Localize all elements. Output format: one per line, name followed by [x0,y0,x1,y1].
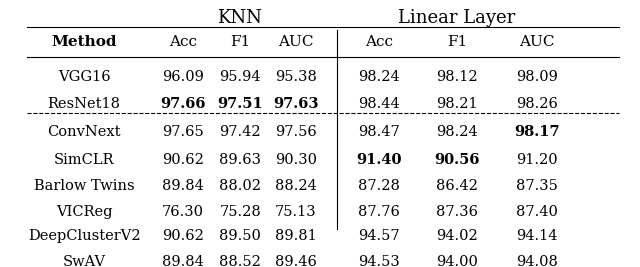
Text: VGG16: VGG16 [58,70,111,84]
Text: 98.26: 98.26 [516,97,557,112]
Text: 89.81: 89.81 [275,229,317,243]
Text: 95.38: 95.38 [275,70,317,84]
Text: 97.65: 97.65 [162,125,204,139]
Text: 89.63: 89.63 [220,153,261,167]
Text: 94.14: 94.14 [516,229,557,243]
Text: F1: F1 [447,35,467,49]
Text: 96.09: 96.09 [162,70,204,84]
Text: 90.62: 90.62 [162,229,204,243]
Text: 90.56: 90.56 [435,153,480,167]
Text: F1: F1 [230,35,250,49]
Text: 94.53: 94.53 [358,254,399,267]
Text: 98.09: 98.09 [516,70,557,84]
Text: 89.84: 89.84 [162,254,204,267]
Text: VICReg: VICReg [56,205,113,219]
Text: 88.24: 88.24 [275,179,317,193]
Text: 98.24: 98.24 [436,125,478,139]
Text: 97.63: 97.63 [273,97,319,112]
Text: 97.51: 97.51 [218,97,263,112]
Text: 95.94: 95.94 [220,70,261,84]
Text: AUC: AUC [519,35,554,49]
Text: DeepClusterV2: DeepClusterV2 [28,229,141,243]
Text: Acc: Acc [169,35,197,49]
Text: 86.42: 86.42 [436,179,478,193]
Text: SwAV: SwAV [63,254,106,267]
Text: SimCLR: SimCLR [54,153,115,167]
Text: 75.28: 75.28 [220,205,261,219]
Text: KNN: KNN [216,9,262,27]
Text: 98.12: 98.12 [436,70,478,84]
Text: 89.46: 89.46 [275,254,317,267]
Text: 94.57: 94.57 [358,229,399,243]
Text: Barlow Twins: Barlow Twins [34,179,134,193]
Text: 91.20: 91.20 [516,153,557,167]
Text: 89.50: 89.50 [220,229,261,243]
Text: 94.08: 94.08 [516,254,557,267]
Text: AUC: AUC [278,35,314,49]
Text: 87.76: 87.76 [358,205,399,219]
Text: 87.36: 87.36 [436,205,478,219]
Text: ConvNext: ConvNext [47,125,121,139]
Text: Method: Method [51,35,117,49]
Text: Linear Layer: Linear Layer [398,9,516,27]
Text: 98.21: 98.21 [436,97,478,112]
Text: 98.24: 98.24 [358,70,399,84]
Text: 75.13: 75.13 [275,205,317,219]
Text: 98.47: 98.47 [358,125,399,139]
Text: 98.17: 98.17 [514,125,559,139]
Text: 90.62: 90.62 [162,153,204,167]
Text: Acc: Acc [365,35,392,49]
Text: 98.44: 98.44 [358,97,399,112]
Text: 87.28: 87.28 [358,179,399,193]
Text: 97.66: 97.66 [160,97,205,112]
Text: 94.00: 94.00 [436,254,478,267]
Text: 88.02: 88.02 [220,179,261,193]
Text: 94.02: 94.02 [436,229,478,243]
Text: 89.84: 89.84 [162,179,204,193]
Text: 91.40: 91.40 [356,153,401,167]
Text: 87.40: 87.40 [516,205,557,219]
Text: ResNet18: ResNet18 [48,97,121,112]
Text: 76.30: 76.30 [162,205,204,219]
Text: 90.30: 90.30 [275,153,317,167]
Text: 87.35: 87.35 [516,179,557,193]
Text: 88.52: 88.52 [220,254,261,267]
Text: 97.42: 97.42 [220,125,261,139]
Text: 97.56: 97.56 [275,125,317,139]
